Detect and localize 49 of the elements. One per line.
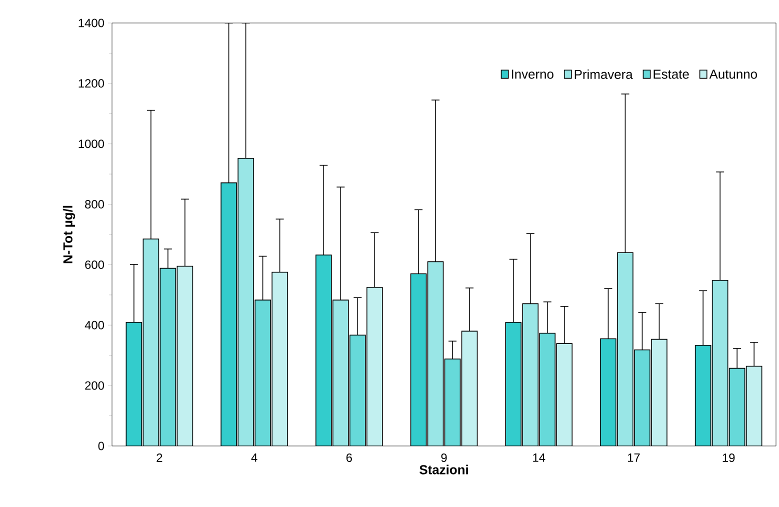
- legend-label: Primavera: [574, 69, 633, 79]
- bar: [410, 273, 427, 446]
- y-tick-label: 200: [85, 381, 104, 390]
- bar: [651, 338, 668, 446]
- x-tick-label: 14: [533, 454, 546, 462]
- bar: [694, 344, 712, 446]
- x-tick-label: 17: [628, 454, 640, 462]
- y-tick-label: 1400: [78, 18, 104, 28]
- bar: [712, 280, 728, 446]
- y-tick-label: 800: [85, 200, 104, 208]
- x-tick-label: 9: [441, 454, 447, 462]
- bar: [728, 368, 746, 446]
- bar: [522, 303, 539, 446]
- legend-label: Autunno: [709, 70, 757, 79]
- bar: [142, 238, 160, 446]
- legend-label: Inverno: [512, 70, 554, 79]
- x-tick-label: 2: [156, 454, 162, 462]
- y-tick-label: 0: [98, 442, 104, 450]
- bar: [556, 343, 573, 446]
- y-tick-label: 1000: [78, 140, 104, 148]
- bar: [272, 272, 288, 446]
- bar: [444, 358, 461, 446]
- legend-label: Estate: [654, 70, 689, 79]
- bar: [746, 366, 762, 446]
- y-tick-label: 400: [84, 320, 104, 330]
- bar: [634, 350, 650, 446]
- bar: [461, 330, 478, 446]
- bar: [220, 182, 237, 446]
- y-tick-label: 1200: [78, 79, 104, 88]
- x-tick-label: 4: [251, 454, 258, 462]
- x-tick-label: 6: [346, 454, 352, 462]
- x-axis-title: Stazioni: [420, 464, 468, 474]
- bar: [160, 268, 176, 446]
- bar: [316, 254, 332, 446]
- bar: [505, 322, 522, 446]
- bar: [332, 300, 349, 446]
- bar: [238, 158, 254, 446]
- y-tick-label: 600: [85, 260, 104, 269]
- bar: [176, 266, 194, 446]
- bar: [255, 300, 271, 446]
- bar: [600, 338, 616, 446]
- bar: [366, 286, 383, 446]
- bar: [126, 322, 142, 446]
- y-axis-title: N-Tot µg/l: [62, 206, 76, 264]
- x-tick-label: 19: [722, 454, 735, 462]
- bar: [350, 334, 366, 446]
- bar: [427, 261, 444, 446]
- bar: [617, 252, 634, 446]
- bar: [539, 332, 556, 446]
